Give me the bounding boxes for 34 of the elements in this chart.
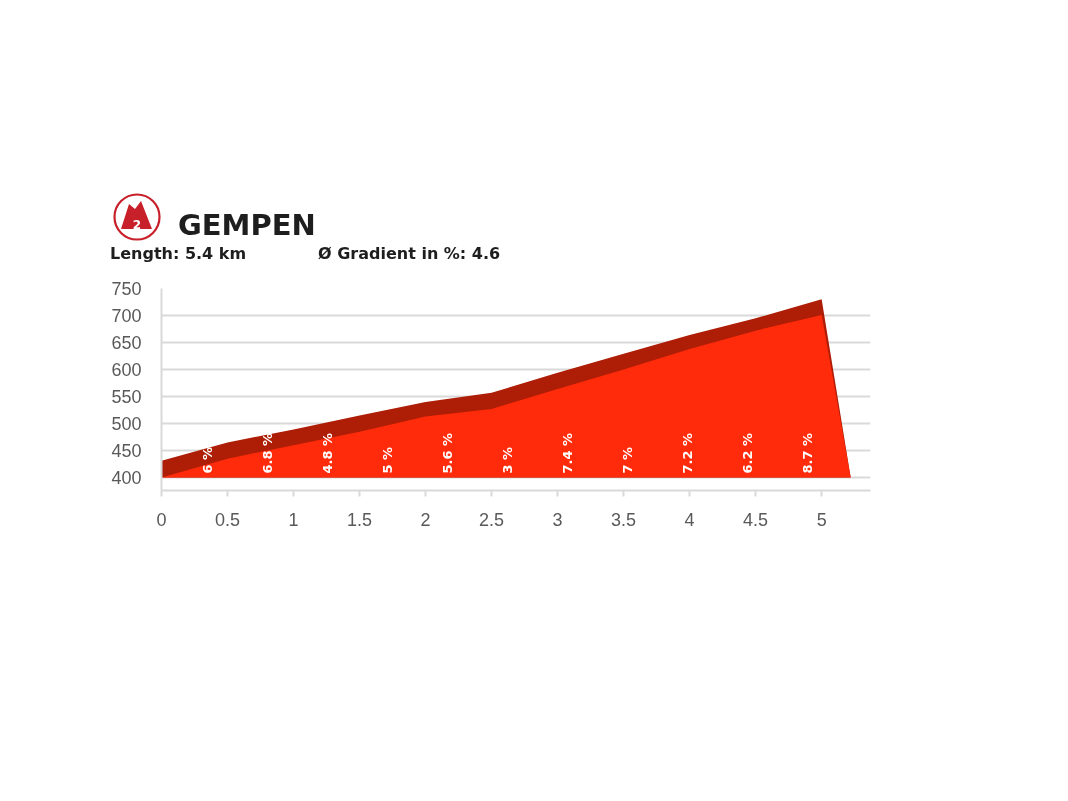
y-tick-label: 650 — [111, 333, 142, 354]
x-tick-label: 1.5 — [347, 509, 373, 530]
annotation: 8.7 % — [800, 432, 816, 474]
text: 2 — [131, 218, 143, 232]
annotation: 3 % — [500, 446, 516, 474]
y-tick-label: 450 — [111, 441, 142, 462]
x-tick-label: 2.5 — [479, 509, 505, 530]
chart-title: GEMPEN — [178, 208, 316, 242]
annotation: 7 % — [620, 446, 636, 474]
annotation: 7.2 % — [680, 432, 696, 474]
x-tick-label: 4 — [684, 509, 695, 530]
annotation: 6 % — [200, 446, 216, 474]
annotation: 5.6 % — [440, 432, 456, 474]
chart-subtitle: Length: 5.4 km — [110, 244, 247, 264]
y-tick-label: 600 — [111, 360, 142, 381]
annotation: 7.4 % — [560, 432, 576, 474]
y-tick-label: 700 — [111, 306, 142, 327]
x-tick-label: 5 — [816, 509, 827, 530]
x-tick-label: 3 — [552, 509, 563, 530]
y-tick-label: 400 — [111, 468, 142, 489]
annotation: 6.2 % — [740, 432, 756, 474]
x-tick-label: 0.5 — [215, 509, 241, 530]
text: Ø Gradient in %: 4.6 — [318, 244, 501, 264]
y-tick-label: 500 — [111, 414, 142, 435]
x-tick-label: 1 — [288, 509, 299, 530]
x-tick-label: 4.5 — [743, 509, 769, 530]
x-tick-label: 2 — [420, 509, 431, 530]
y-tick-label: 750 — [111, 279, 142, 299]
y-tick-label: 550 — [111, 387, 142, 408]
x-tick-label: 0 — [156, 509, 167, 530]
annotation: 6.8 % — [260, 432, 276, 474]
annotation: 4.8 % — [320, 432, 336, 474]
x-tick-label: 3.5 — [611, 509, 637, 530]
annotation: 5 % — [380, 446, 396, 474]
